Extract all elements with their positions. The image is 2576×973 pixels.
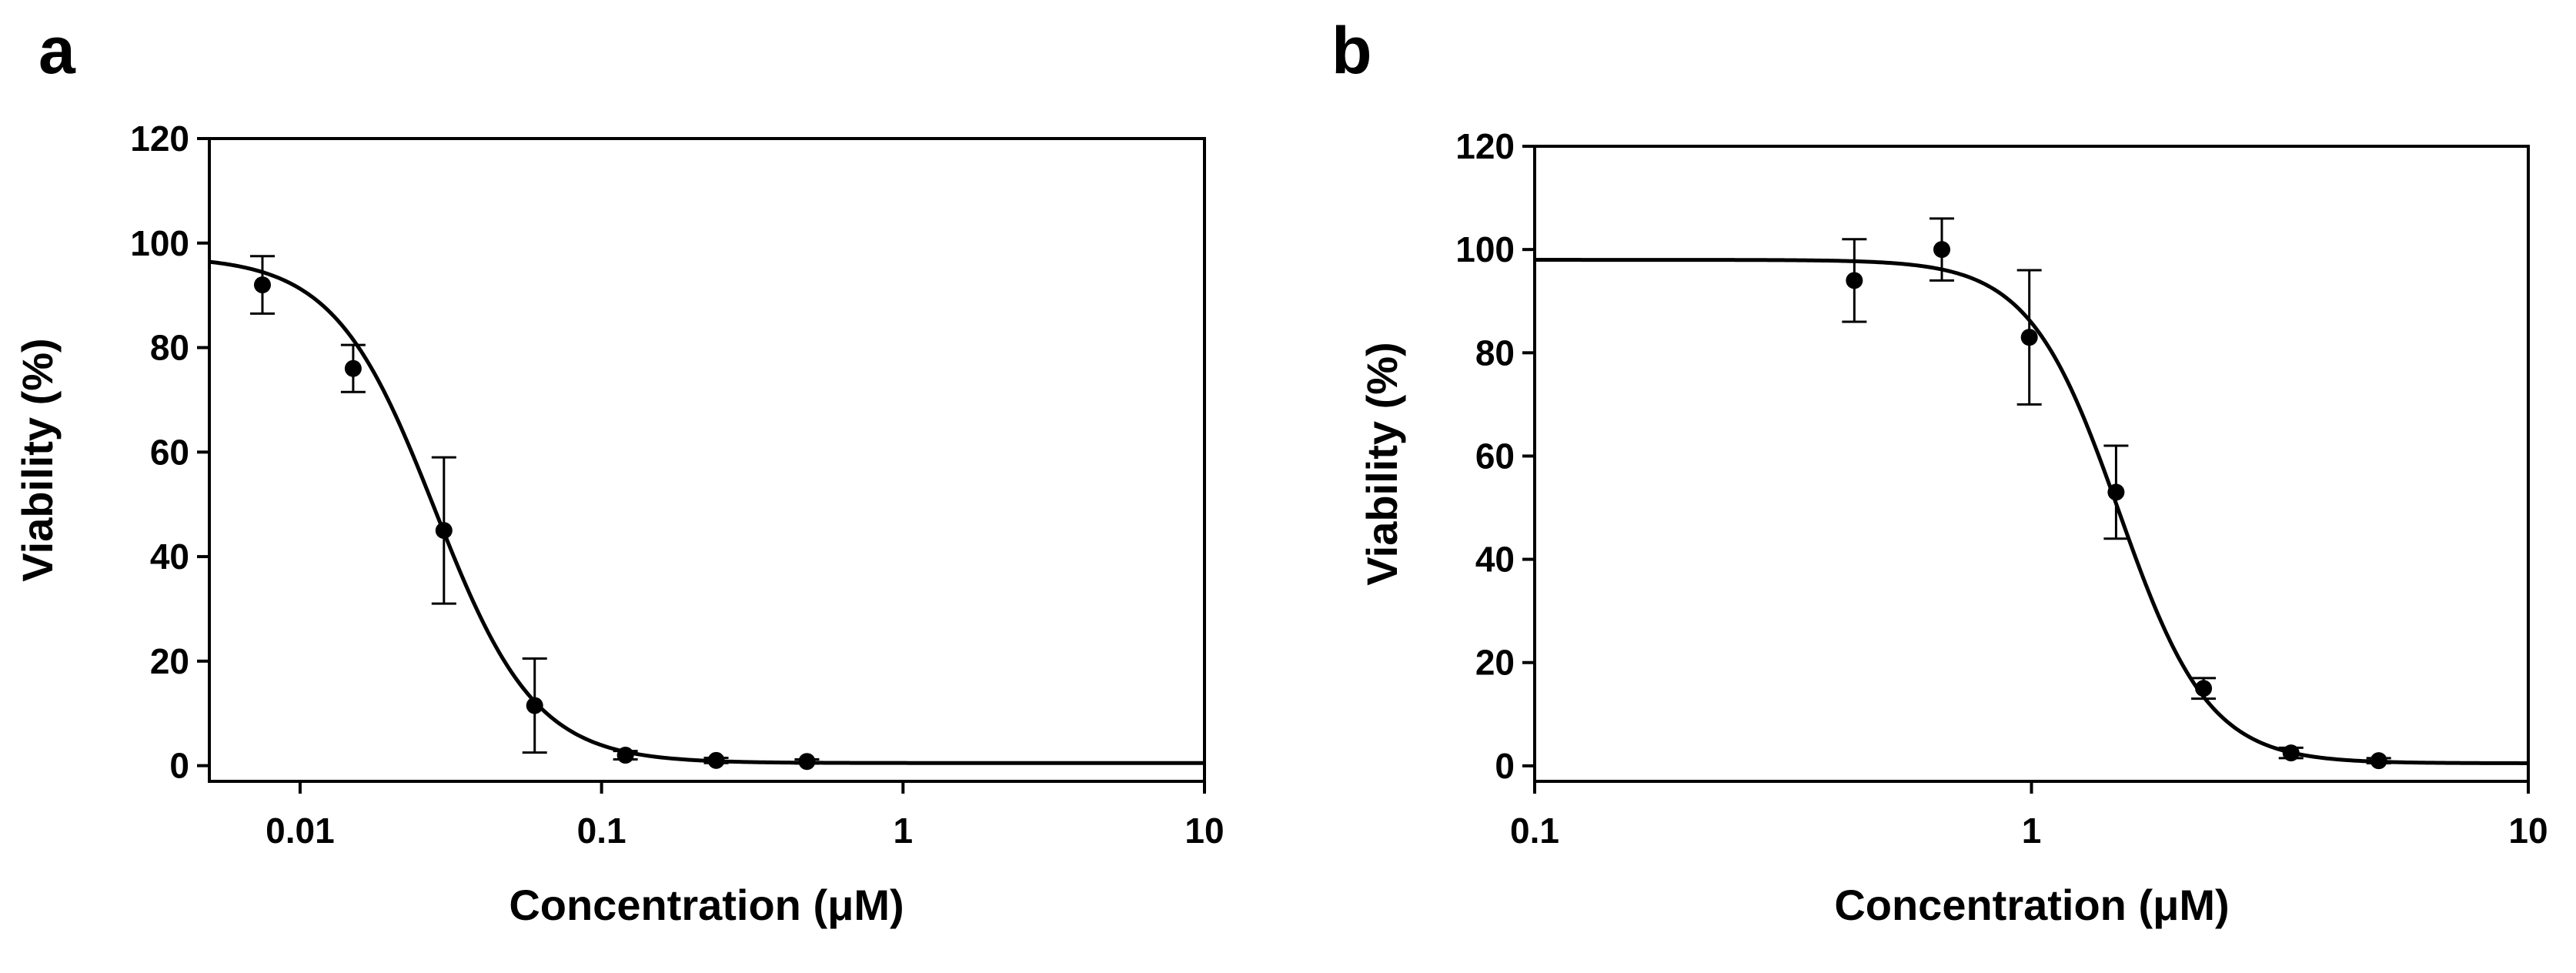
y-tick-label: 20 bbox=[150, 641, 189, 681]
y-axis-title: Viability (%) bbox=[1358, 342, 1406, 585]
y-tick-label: 120 bbox=[130, 119, 189, 159]
x-tick-label: 0.1 bbox=[577, 811, 626, 851]
data-point bbox=[526, 697, 543, 714]
data-point bbox=[1846, 272, 1863, 289]
data-point bbox=[707, 751, 725, 769]
y-tick-label: 80 bbox=[150, 328, 189, 368]
x-axis-title: Concentration (μM) bbox=[509, 881, 904, 929]
y-tick-label: 40 bbox=[150, 537, 189, 577]
x-tick-label: 1 bbox=[2022, 811, 2042, 851]
chart-panel-b: b 0 20 40 60 80 100 120 0.1 1 10 Concentration (μM)… bbox=[1331, 14, 2548, 929]
y-tick-label: 20 bbox=[1475, 643, 1515, 683]
y-tick-label: 40 bbox=[1475, 540, 1515, 580]
y-tick-label: 60 bbox=[150, 432, 189, 472]
data-point bbox=[2020, 329, 2038, 346]
x-tick-label: 10 bbox=[2508, 811, 2548, 851]
y-tick-label: 80 bbox=[1475, 333, 1515, 373]
y-axis-title: Viability (%) bbox=[13, 338, 62, 581]
y-tick-label: 100 bbox=[130, 223, 189, 263]
data-point bbox=[798, 753, 816, 771]
y-tick-label: 60 bbox=[1475, 436, 1515, 476]
x-tick-label: 0.01 bbox=[266, 811, 335, 851]
fit-curve bbox=[209, 259, 1204, 765]
data-point bbox=[2370, 752, 2387, 770]
data-point bbox=[616, 747, 634, 764]
chart-panel-a: a 0 20 40 60 80 100 120 0.01 0.1 1 10 Concentration … bbox=[13, 14, 1225, 929]
x-tick-label: 1 bbox=[894, 811, 914, 851]
panel-label: b bbox=[1331, 14, 1372, 88]
data-point bbox=[253, 276, 271, 294]
data-point bbox=[2195, 680, 2213, 697]
data-point bbox=[344, 359, 362, 377]
fit-curve bbox=[1535, 258, 2528, 765]
data-point bbox=[2282, 744, 2300, 762]
data-point bbox=[435, 522, 453, 540]
plot-frame bbox=[1533, 145, 2530, 783]
x-tick-label: 0.1 bbox=[1510, 811, 1559, 851]
data-point bbox=[2107, 483, 2125, 501]
y-tick-label: 0 bbox=[1495, 746, 1515, 786]
y-tick-label: 100 bbox=[1455, 229, 1515, 269]
data-point bbox=[1933, 241, 1951, 259]
y-tick-label: 120 bbox=[1455, 126, 1515, 166]
panel-label: a bbox=[38, 14, 76, 88]
plot-frame bbox=[208, 137, 1206, 783]
x-tick-label: 10 bbox=[1184, 811, 1224, 851]
x-axis-title: Concentration (μM) bbox=[1834, 881, 2229, 929]
y-tick-label: 0 bbox=[169, 746, 189, 786]
